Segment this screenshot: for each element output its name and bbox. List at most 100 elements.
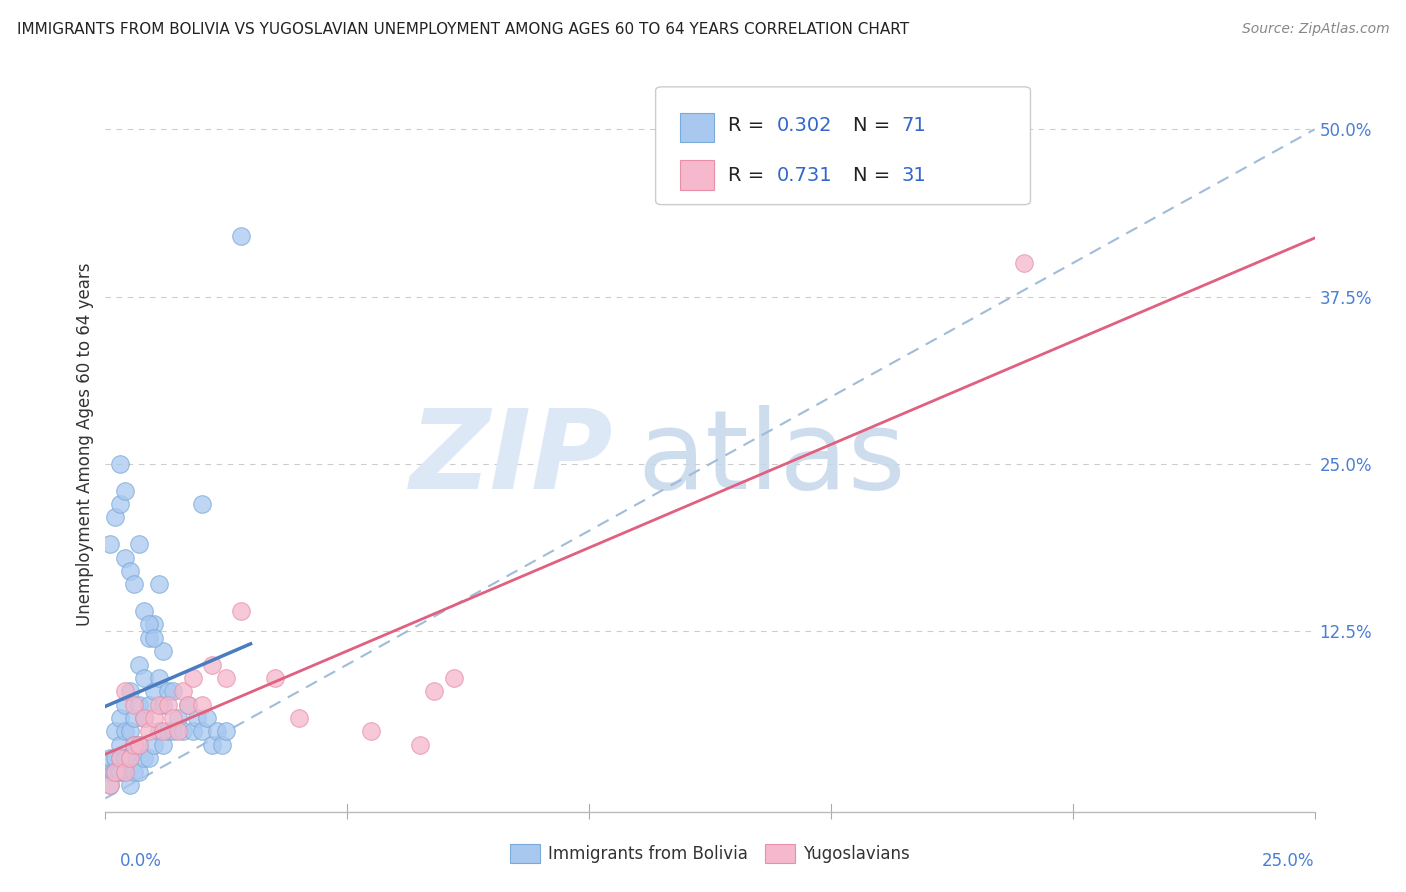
- Point: [229, 604, 252, 618]
- Point: [195, 711, 218, 725]
- Point: [201, 657, 224, 672]
- Point: [138, 631, 160, 645]
- Text: ZIP: ZIP: [409, 405, 613, 512]
- Point: [108, 738, 131, 752]
- Point: [134, 671, 156, 685]
- Point: [108, 751, 131, 765]
- Text: N =: N =: [852, 116, 896, 136]
- Legend: Immigrants from Bolivia, Yugoslavians: Immigrants from Bolivia, Yugoslavians: [503, 837, 917, 870]
- Point: [288, 711, 311, 725]
- Point: [138, 617, 160, 632]
- Point: [128, 764, 150, 779]
- Point: [181, 671, 204, 685]
- Point: [114, 751, 136, 765]
- Point: [148, 671, 170, 685]
- Point: [142, 617, 165, 632]
- Point: [186, 711, 208, 725]
- Point: [191, 497, 214, 511]
- Point: [108, 751, 131, 765]
- Point: [98, 778, 121, 792]
- Point: [118, 724, 141, 739]
- FancyBboxPatch shape: [655, 87, 1031, 204]
- Point: [114, 550, 136, 565]
- Point: [128, 738, 150, 752]
- Point: [124, 711, 146, 725]
- Text: 25.0%: 25.0%: [1263, 852, 1315, 870]
- Point: [134, 604, 156, 618]
- Point: [152, 698, 174, 712]
- Point: [423, 684, 446, 698]
- Point: [176, 698, 198, 712]
- Text: R =: R =: [728, 116, 770, 136]
- FancyBboxPatch shape: [681, 161, 714, 190]
- Point: [148, 724, 170, 739]
- Point: [128, 698, 150, 712]
- Text: atlas: atlas: [637, 405, 905, 512]
- Point: [114, 764, 136, 779]
- Point: [157, 684, 180, 698]
- Point: [360, 724, 382, 739]
- Point: [124, 698, 146, 712]
- Point: [191, 724, 214, 739]
- Text: R =: R =: [728, 166, 770, 185]
- Point: [157, 698, 180, 712]
- Point: [108, 711, 131, 725]
- Point: [98, 778, 121, 792]
- Point: [118, 684, 141, 698]
- Text: 0.302: 0.302: [776, 116, 832, 136]
- Point: [142, 631, 165, 645]
- Point: [181, 724, 204, 739]
- Point: [118, 751, 141, 765]
- Point: [128, 657, 150, 672]
- Point: [98, 751, 121, 765]
- Point: [205, 724, 228, 739]
- Point: [162, 684, 184, 698]
- Point: [138, 698, 160, 712]
- Point: [101, 764, 124, 779]
- Point: [138, 724, 160, 739]
- Point: [157, 724, 180, 739]
- Point: [172, 724, 194, 739]
- Text: IMMIGRANTS FROM BOLIVIA VS YUGOSLAVIAN UNEMPLOYMENT AMONG AGES 60 TO 64 YEARS CO: IMMIGRANTS FROM BOLIVIA VS YUGOSLAVIAN U…: [17, 22, 910, 37]
- Point: [148, 577, 170, 591]
- Point: [148, 698, 170, 712]
- Point: [191, 698, 214, 712]
- Point: [98, 537, 121, 551]
- Point: [118, 564, 141, 578]
- Text: 0.731: 0.731: [776, 166, 832, 185]
- Y-axis label: Unemployment Among Ages 60 to 64 years: Unemployment Among Ages 60 to 64 years: [76, 262, 94, 625]
- Point: [142, 684, 165, 698]
- Text: N =: N =: [852, 166, 896, 185]
- Point: [114, 724, 136, 739]
- Point: [104, 764, 127, 779]
- Point: [108, 497, 131, 511]
- Point: [114, 698, 136, 712]
- Point: [124, 764, 146, 779]
- Point: [128, 537, 150, 551]
- Point: [118, 778, 141, 792]
- Text: 0.0%: 0.0%: [120, 852, 162, 870]
- Point: [107, 764, 129, 779]
- Point: [134, 711, 156, 725]
- Point: [114, 483, 136, 498]
- Point: [97, 764, 120, 779]
- Point: [443, 671, 465, 685]
- Point: [134, 711, 156, 725]
- Point: [152, 724, 174, 739]
- Point: [263, 671, 285, 685]
- Text: Source: ZipAtlas.com: Source: ZipAtlas.com: [1241, 22, 1389, 37]
- Point: [215, 671, 238, 685]
- Point: [104, 751, 127, 765]
- Point: [128, 738, 150, 752]
- Point: [142, 711, 165, 725]
- Point: [142, 738, 165, 752]
- Point: [124, 577, 146, 591]
- Point: [211, 738, 233, 752]
- Point: [104, 764, 127, 779]
- Point: [108, 764, 131, 779]
- Point: [172, 684, 194, 698]
- Point: [167, 711, 190, 725]
- FancyBboxPatch shape: [681, 112, 714, 142]
- Point: [118, 751, 141, 765]
- Point: [1014, 256, 1036, 270]
